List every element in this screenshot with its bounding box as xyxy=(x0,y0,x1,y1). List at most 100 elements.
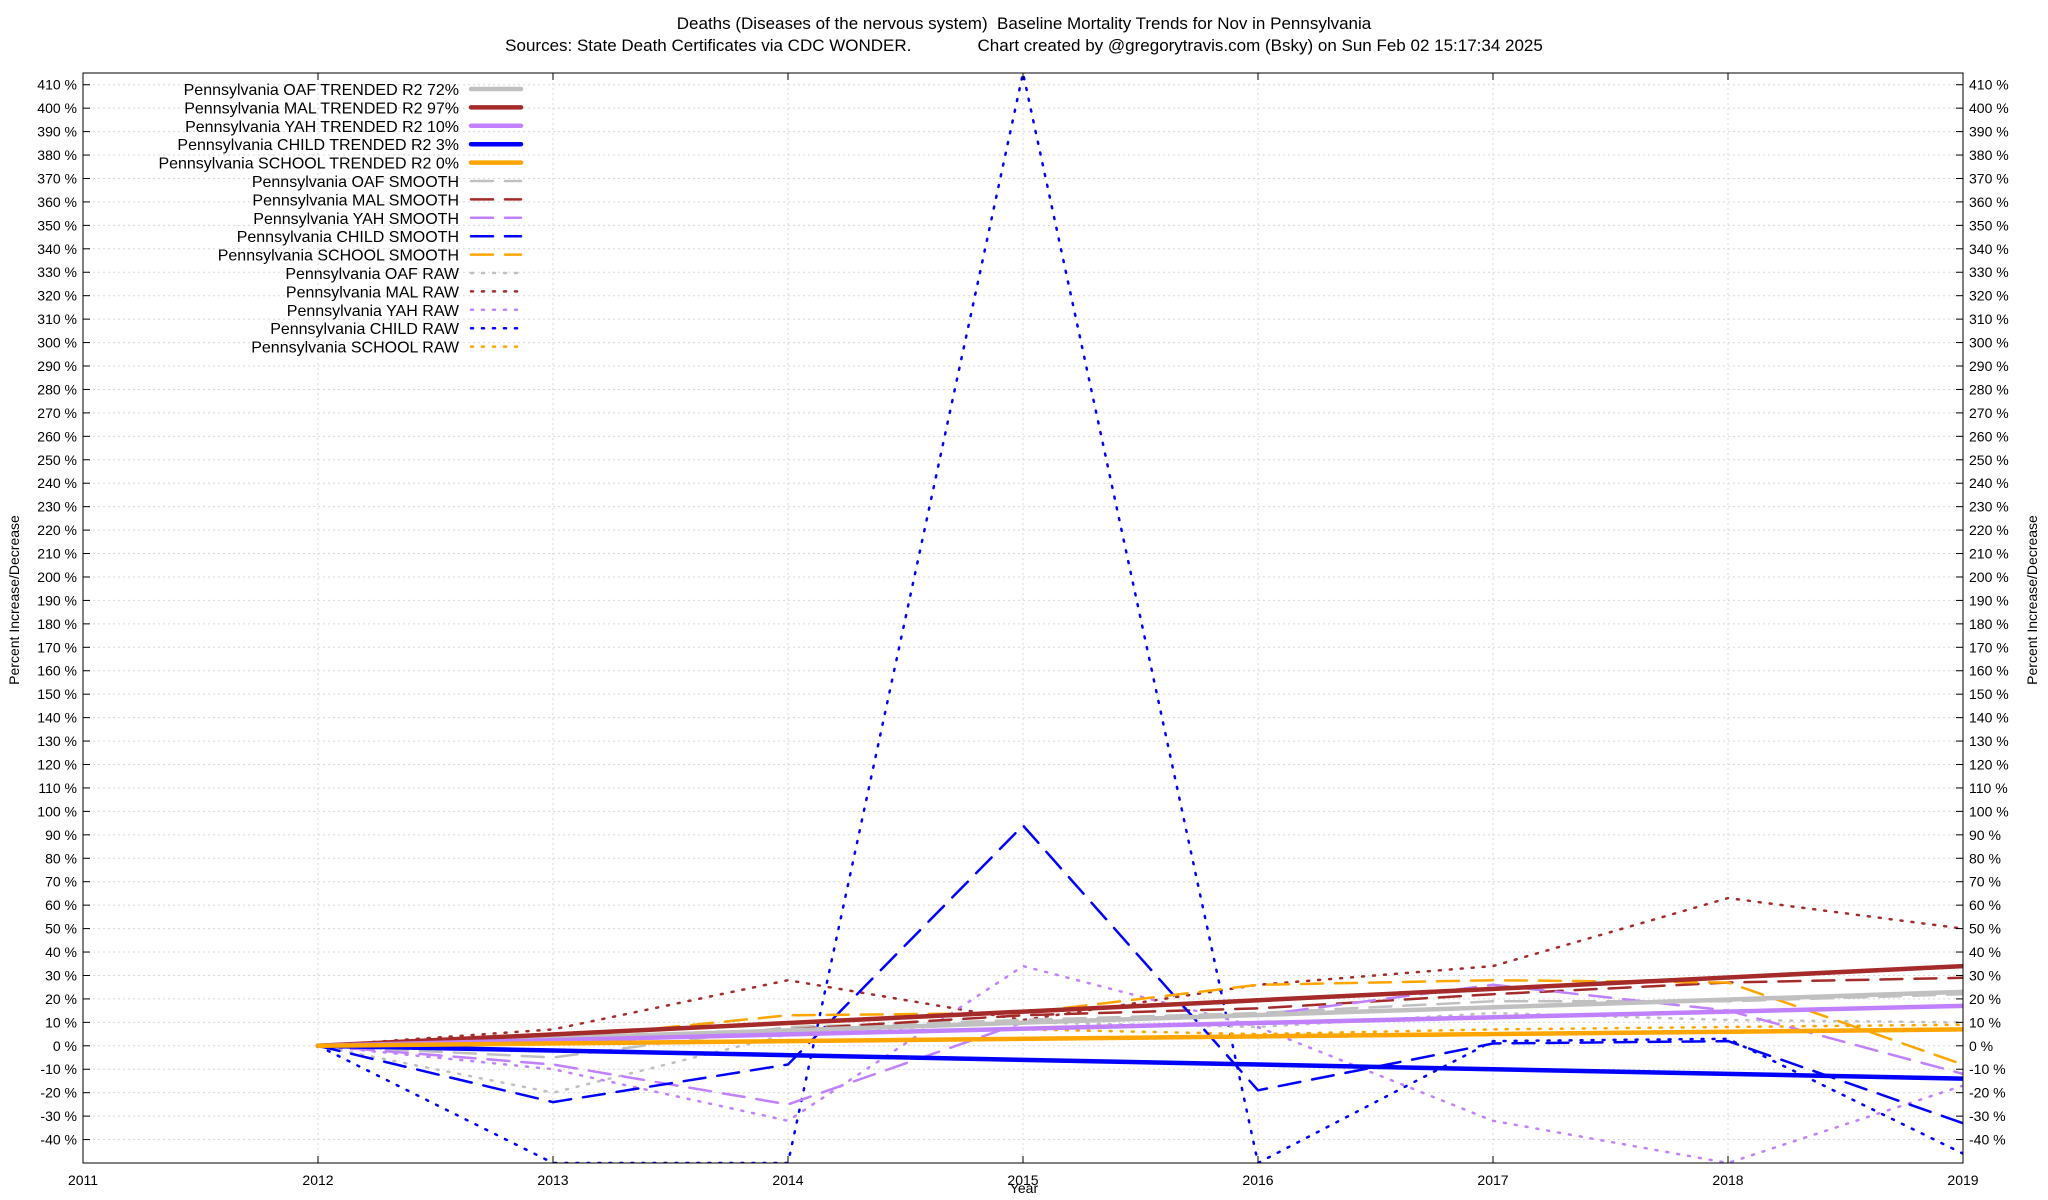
y-tick-label: 150 % xyxy=(37,686,77,702)
y2-tick-label: 100 % xyxy=(1969,803,2009,819)
y-tick-label: 270 % xyxy=(37,405,77,421)
legend-label: Pennsylvania OAF RAW xyxy=(285,266,460,283)
y-tick-label: 90 % xyxy=(45,827,77,843)
series-yah-trended xyxy=(315,1003,1963,1049)
y2-tick-label: 310 % xyxy=(1969,311,2009,327)
y-tick-label: 300 % xyxy=(37,335,77,351)
y-tick-label: 80 % xyxy=(45,850,77,866)
y2-tick-label: 200 % xyxy=(1969,569,2009,585)
y2-tick-label: 20 % xyxy=(1969,991,2001,1007)
legend-label: Pennsylvania SCHOOL RAW xyxy=(251,340,460,357)
series-yah-smooth xyxy=(316,983,1963,1106)
x-tick-label: 2014 xyxy=(772,1172,803,1188)
series-yah-raw xyxy=(316,964,1963,1163)
y-tick-label: -20 % xyxy=(40,1085,77,1101)
y-tick-label: 400 % xyxy=(37,100,77,116)
y2-tick-label: 300 % xyxy=(1969,335,2009,351)
y-tick-label: 50 % xyxy=(45,921,77,937)
y2-tick-label: 140 % xyxy=(1969,710,2009,726)
legend-label: Pennsylvania CHILD TRENDED R2 3% xyxy=(177,137,459,154)
y2-tick-label: 290 % xyxy=(1969,358,2009,374)
chart-title: Deaths (Diseases of the nervous system) … xyxy=(676,14,1372,33)
y2-tick-label: 340 % xyxy=(1969,241,2009,257)
y-tick-label: 190 % xyxy=(37,592,77,608)
y2-tick-label: 370 % xyxy=(1969,170,2009,186)
y-tick-label: 40 % xyxy=(45,944,77,960)
y-tick-label: 210 % xyxy=(37,546,77,562)
y2-tick-label: 40 % xyxy=(1969,944,2001,960)
x-tick-label: 2018 xyxy=(1712,1172,1743,1188)
y2-tick-label: 170 % xyxy=(1969,639,2009,655)
y-tick-label: 230 % xyxy=(37,499,77,515)
y2-tick-label: 130 % xyxy=(1969,733,2009,749)
chart-subtitle: Sources: State Death Certificates via CD… xyxy=(505,36,1543,55)
y-tick-label: 180 % xyxy=(37,616,77,632)
y2-tick-label: 190 % xyxy=(1969,592,2009,608)
y2-tick-label: 410 % xyxy=(1969,77,2009,93)
y2-tick-label: 250 % xyxy=(1969,452,2009,468)
y-tick-label: 100 % xyxy=(37,803,77,819)
y-tick-label: 350 % xyxy=(37,217,77,233)
x-tick-label: 2017 xyxy=(1477,1172,1508,1188)
y2-tick-label: 390 % xyxy=(1969,124,2009,140)
y-tick-label: 200 % xyxy=(37,569,77,585)
y-tick-label: 70 % xyxy=(45,874,77,890)
y2-tick-label: 210 % xyxy=(1969,546,2009,562)
y2-tick-label: 110 % xyxy=(1969,780,2008,796)
y-tick-label: 250 % xyxy=(37,452,77,468)
x-tick-label: 2019 xyxy=(1947,1172,1978,1188)
y-tick-label: 410 % xyxy=(37,77,77,93)
y-tick-label: 20 % xyxy=(45,991,77,1007)
series-child-trended xyxy=(315,1043,1963,1081)
y-tick-label: 380 % xyxy=(37,147,77,163)
y-tick-label: 60 % xyxy=(45,897,77,913)
series-child-smooth xyxy=(316,824,1963,1125)
x-tick-label: 2012 xyxy=(302,1172,333,1188)
y2-tick-label: 90 % xyxy=(1969,827,2001,843)
y-tick-label: -10 % xyxy=(40,1061,77,1077)
y2-tick-label: 60 % xyxy=(1969,897,2001,913)
y-tick-label: 30 % xyxy=(45,967,77,983)
series-lines xyxy=(315,73,1963,1163)
axes: -40 % -40 % -30 % -30 % -20 % -20 % -10 % -10 %… xyxy=(37,72,2009,1188)
y-axis-label: Percent Increase/Decrease xyxy=(6,515,22,685)
y-tick-label: 120 % xyxy=(37,757,77,773)
y2-tick-label: 50 % xyxy=(1969,921,2001,937)
y-tick-label: 240 % xyxy=(37,475,77,491)
y2-tick-label: 160 % xyxy=(1969,663,2009,679)
y2-tick-label: -30 % xyxy=(1969,1108,2006,1124)
series-mal-trended xyxy=(315,963,1963,1049)
y2-tick-label: 330 % xyxy=(1969,264,2009,280)
x-tick-label: 2016 xyxy=(1242,1172,1273,1188)
series-mal-raw xyxy=(316,896,1963,1048)
y2-tick-label: 320 % xyxy=(1969,288,2009,304)
y-tick-label: -30 % xyxy=(40,1108,77,1124)
y2-tick-label: 70 % xyxy=(1969,874,2001,890)
y2-tick-label: 80 % xyxy=(1969,850,2001,866)
legend: Pennsylvania OAF TRENDED R2 72%Pennsylva… xyxy=(158,82,524,357)
x-tick-label: 2011 xyxy=(68,1172,98,1188)
legend-label: Pennsylvania SCHOOL SMOOTH xyxy=(218,248,459,265)
y2-tick-label: 0 % xyxy=(1969,1038,1993,1054)
y-tick-label: 280 % xyxy=(37,381,77,397)
y2-tick-label: 400 % xyxy=(1969,100,2009,116)
series-oaf-trended xyxy=(315,989,1963,1049)
y2-tick-label: 180 % xyxy=(1969,616,2009,632)
y2-tick-label: 260 % xyxy=(1969,428,2009,444)
y-tick-label: -40 % xyxy=(40,1132,77,1148)
legend-label: Pennsylvania MAL TRENDED R2 97% xyxy=(184,100,459,117)
y2-tick-label: 280 % xyxy=(1969,381,2009,397)
legend-label: Pennsylvania MAL SMOOTH xyxy=(252,192,459,209)
legend-label: Pennsylvania OAF TRENDED R2 72% xyxy=(184,82,459,99)
y2-tick-label: 270 % xyxy=(1969,405,2009,421)
legend-label: Pennsylvania SCHOOL TRENDED R2 0% xyxy=(158,156,459,173)
y-tick-label: 330 % xyxy=(37,264,77,280)
y-tick-label: 220 % xyxy=(37,522,77,538)
y-tick-label: 310 % xyxy=(37,311,77,327)
y2-tick-label: 150 % xyxy=(1969,686,2009,702)
legend-label: Pennsylvania YAH SMOOTH xyxy=(253,211,459,228)
y2-tick-label: 120 % xyxy=(1969,757,2009,773)
y2-tick-label: 360 % xyxy=(1969,194,2009,210)
y2-axis-label: Percent Increase/Decrease xyxy=(2024,515,2040,685)
